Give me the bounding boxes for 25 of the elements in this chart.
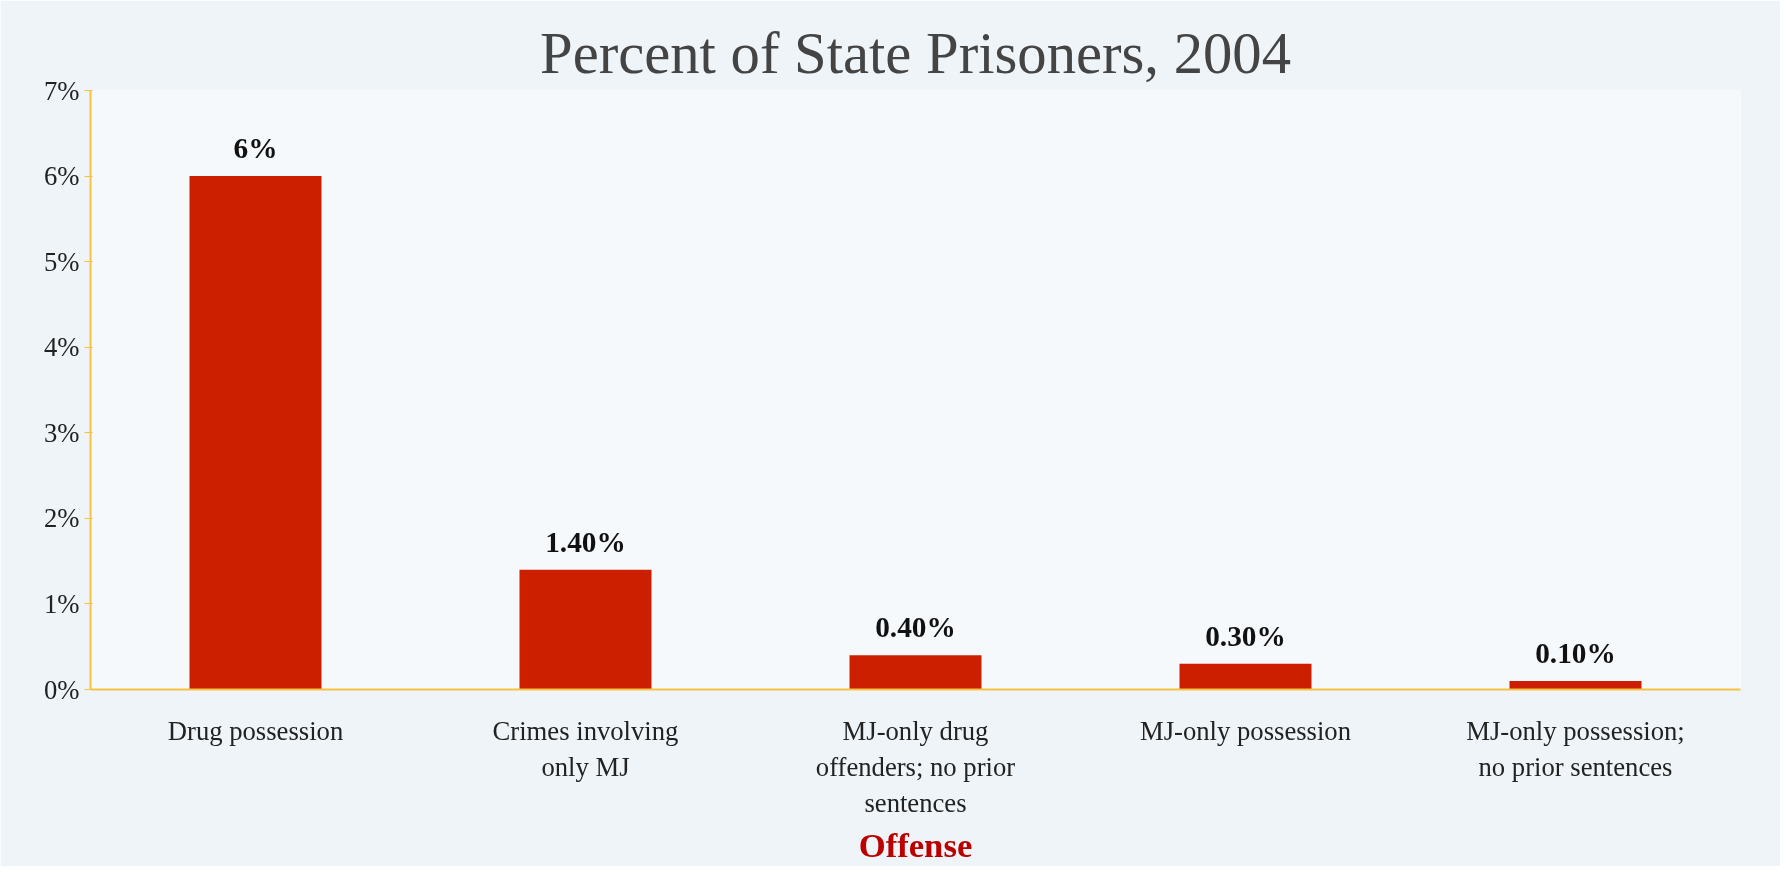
x-tick-label: Drug possession	[167, 715, 344, 746]
y-tick-label: 5%	[43, 246, 80, 277]
x-tick-label: Crimes involving only MJ	[492, 715, 679, 782]
data-label: 0.40%	[875, 611, 956, 644]
x-tick-label: MJ-only possession	[1139, 715, 1352, 746]
y-tick-label: 6%	[43, 161, 80, 192]
data-label: 1.40%	[545, 525, 626, 558]
x-tick-label: MJ-only possession; no prior sentences	[1466, 715, 1685, 782]
data-label: 6%	[233, 132, 278, 165]
data-label: 0.10%	[1535, 636, 1616, 669]
bar	[1509, 680, 1642, 690]
bar	[189, 176, 322, 690]
chart-title: Percent of State Prisoners, 2004	[540, 20, 1292, 86]
data-label: 0.30%	[1205, 619, 1286, 652]
y-tick-label: 1%	[43, 588, 80, 619]
y-tick-label: 4%	[43, 332, 80, 363]
bar	[849, 655, 982, 690]
y-tick-label: 0%	[43, 674, 80, 705]
bar	[1179, 663, 1312, 690]
y-tick-label: 3%	[43, 417, 80, 448]
x-axis-title: Offense	[858, 825, 973, 864]
bar	[519, 569, 652, 690]
y-tick-label: 2%	[43, 503, 80, 534]
y-tick-label: 7%	[43, 75, 80, 106]
x-tick-label: MJ-only drug offenders; no prior sentences	[815, 715, 1016, 818]
